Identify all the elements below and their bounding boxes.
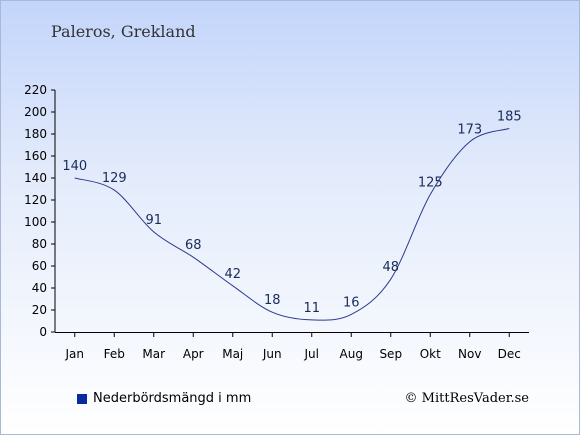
x-tick-label: Jan (65, 347, 85, 361)
y-tick-label: 180 (24, 127, 47, 141)
x-tick-label: Maj (222, 347, 243, 361)
y-tick-label: 160 (24, 149, 47, 163)
x-tick-label: Okt (420, 347, 441, 361)
x-tick-label: Apr (183, 347, 204, 361)
y-tick-label: 200 (24, 105, 47, 119)
data-label: 140 (62, 159, 87, 174)
data-labels: 140 129 91 68 42 18 11 16 48 125 173 185 (62, 110, 521, 316)
x-tick-label: Mar (142, 347, 165, 361)
data-label: 173 (457, 123, 482, 138)
x-tick-label: Jun (262, 347, 282, 361)
data-label: 91 (145, 213, 162, 228)
copyright: © MittResVader.se (404, 391, 529, 406)
data-label: 125 (418, 176, 443, 191)
series-line (74, 128, 510, 321)
data-label: 11 (303, 301, 320, 316)
x-ticks: Jan Feb Mar Apr Maj Jun Jul Aug Sep Okt Nov Dec (65, 332, 521, 361)
y-tick-label: 220 (24, 83, 47, 97)
x-tick-label: Nov (458, 347, 481, 361)
data-label: 48 (382, 260, 399, 275)
x-tick-label: Aug (340, 347, 363, 361)
y-tick-label: 120 (24, 193, 47, 207)
y-tick-label: 80 (32, 237, 47, 251)
y-tick-label: 60 (32, 259, 47, 273)
data-label: 42 (224, 267, 241, 282)
y-tick-label: 100 (24, 215, 47, 229)
data-label: 185 (497, 110, 522, 125)
y-tick-label: 40 (32, 281, 47, 295)
axes (54, 90, 529, 333)
y-tick-label: 0 (39, 325, 47, 339)
x-tick-label: Sep (379, 347, 402, 361)
x-tick-label: Dec (498, 347, 521, 361)
data-label: 68 (185, 238, 202, 253)
y-tick-label: 140 (24, 171, 47, 185)
data-label: 129 (102, 171, 127, 186)
legend-swatch (77, 393, 87, 404)
x-tick-label: Feb (104, 347, 125, 361)
legend-label: Nederbördsmängd i mm (93, 391, 252, 406)
y-tick-label: 20 (32, 303, 47, 317)
data-label: 16 (343, 295, 360, 310)
chart-title: Paleros, Grekland (51, 22, 196, 41)
y-ticks: 0 20 40 60 80 100 120 140 160 180 200 220 (24, 83, 55, 339)
data-label: 18 (264, 293, 281, 308)
x-tick-label: Jul (304, 347, 319, 361)
legend: Nederbördsmängd i mm (77, 391, 251, 406)
